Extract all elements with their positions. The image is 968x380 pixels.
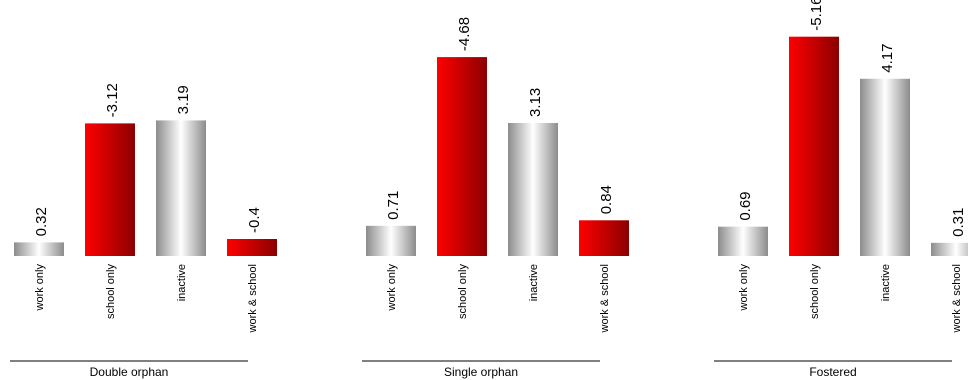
bar-0-3	[227, 239, 277, 256]
panel-2: 0.69 work only -5.16 school only 4.17 inactiv…	[714, 0, 968, 379]
value-label-2-3: 0.31	[950, 208, 967, 237]
panel-0: 0.32 work only -3.12 school only 3.19 inactiv…	[10, 83, 277, 379]
panel-title-1: Single orphan	[444, 365, 518, 379]
bar-1-2	[508, 122, 558, 256]
category-label-1-2: inactive	[528, 264, 540, 301]
value-label-1-2: 3.13	[527, 88, 544, 117]
category-label-0-1: school only	[105, 264, 117, 320]
bar-0-1	[85, 123, 135, 257]
value-label-0-1: -3.12	[104, 83, 121, 117]
chart-panels: 0.32 work only -3.12 school only 3.19 inactiv…	[10, 0, 968, 379]
value-label-1-1: -4.68	[456, 17, 473, 51]
bar-2-0	[718, 226, 768, 256]
value-label-1-0: 0.71	[385, 191, 402, 220]
bar-0-2	[156, 120, 206, 256]
panel-1: 0.71 work only -4.68 school only 3.13 inactiv…	[362, 17, 629, 379]
category-label-1-0: work only	[386, 264, 398, 312]
category-label-0-3: work & school	[247, 264, 259, 333]
bar-0-0	[14, 242, 64, 256]
category-label-0-2: inactive	[176, 264, 188, 301]
category-label-2-2: inactive	[880, 264, 892, 301]
category-label-1-3: work & school	[599, 264, 611, 333]
bar-2-2	[860, 78, 910, 257]
value-label-2-2: 4.17	[879, 44, 896, 73]
value-label-2-1: -5.16	[808, 0, 825, 31]
value-label-2-0: 0.69	[737, 191, 754, 220]
value-label-0-3: -0.4	[246, 207, 263, 233]
category-label-2-3: work & school	[951, 264, 963, 333]
value-label-1-3: 0.84	[598, 185, 615, 214]
bar-1-3	[579, 220, 629, 256]
bar-2-1	[789, 36, 839, 257]
bar-1-0	[366, 225, 416, 256]
panel-title-0: Double orphan	[90, 365, 169, 379]
bar-2-3	[931, 242, 968, 256]
value-label-0-0: 0.32	[33, 207, 50, 236]
category-label-1-1: school only	[457, 264, 469, 320]
value-label-0-2: 3.19	[175, 85, 192, 114]
panel-title-2: Fostered	[809, 365, 856, 379]
category-label-2-0: work only	[738, 264, 750, 312]
category-label-0-0: work only	[34, 264, 46, 312]
bar-1-1	[437, 57, 487, 256]
category-label-2-1: school only	[809, 264, 821, 320]
